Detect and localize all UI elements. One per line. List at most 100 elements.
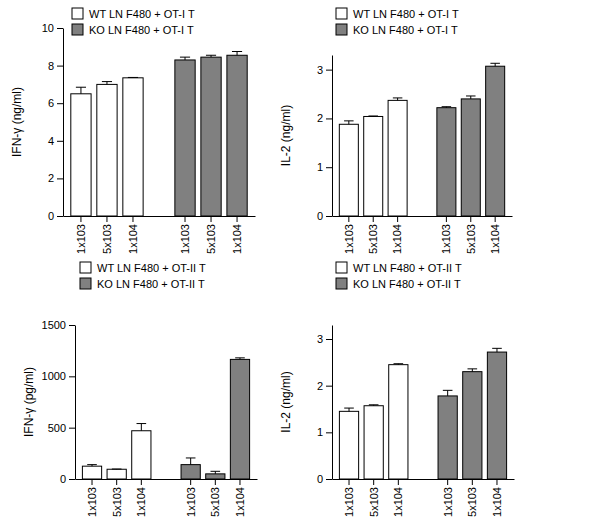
- legend-item: WT LN F480 + OT-I T: [72, 8, 195, 20]
- legend-swatch: [72, 24, 83, 35]
- axis-line: [332, 56, 333, 217]
- error-cap: [442, 106, 452, 107]
- y-axis-title: IL-2 (ng/ml): [279, 371, 293, 432]
- tick-mark: [57, 66, 63, 67]
- error-line: [496, 348, 497, 352]
- tick: 4: [48, 135, 63, 147]
- tick-mark: [69, 479, 75, 480]
- tick-label: 5x103: [368, 487, 380, 517]
- tick-mark: [326, 70, 332, 71]
- tick: 1x103: [343, 216, 355, 254]
- error-bar: [442, 106, 452, 108]
- error-cap: [490, 63, 500, 64]
- tick-mark: [239, 479, 240, 485]
- error-bar: [235, 358, 245, 360]
- tick-label: 2: [317, 380, 323, 392]
- tick-mark: [69, 428, 75, 429]
- error-bar: [112, 469, 122, 470]
- bar: [97, 84, 117, 216]
- tick-label: 5x103: [465, 224, 477, 254]
- error-bar: [490, 63, 500, 66]
- tick-label: 3: [317, 64, 323, 76]
- error-cap: [466, 95, 476, 96]
- tick: 5x103: [205, 216, 217, 254]
- error-cap: [211, 471, 221, 472]
- error-bar: [211, 471, 221, 474]
- error-bar: [393, 98, 403, 100]
- error-cap: [137, 423, 147, 424]
- error-cap: [112, 469, 122, 470]
- tick: 8: [48, 60, 63, 72]
- error-line: [348, 121, 349, 124]
- plot-area: [82, 358, 249, 479]
- bar: [230, 359, 249, 479]
- legend-swatch: [80, 278, 91, 289]
- tick: 5x103: [367, 216, 379, 254]
- tick: 1: [317, 426, 332, 438]
- tick-label: 1x103: [442, 487, 454, 517]
- error-line: [190, 458, 191, 465]
- tick-label: 1500: [42, 319, 66, 331]
- tick-mark: [57, 178, 63, 179]
- tick-label: 1x103: [343, 487, 355, 517]
- tick: 1x104: [234, 479, 246, 517]
- tick-label: 10: [42, 22, 54, 34]
- tick-label: 6: [48, 97, 54, 109]
- error-bar: [87, 465, 97, 467]
- tick-mark: [69, 376, 75, 377]
- tick-label: 1x104: [491, 487, 503, 517]
- legend-item: KO LN F480 + OT-I T: [336, 24, 458, 36]
- tick: 1x103: [442, 479, 454, 517]
- tick-mark: [326, 432, 332, 433]
- error-cap: [369, 404, 379, 405]
- legend-label: KO LN F480 + OT-II T: [97, 278, 205, 290]
- x-axis: 1x1035x1031x1041x1035x1031x104: [333, 479, 515, 517]
- tick: 3: [317, 64, 332, 76]
- tick: 1x104: [391, 216, 403, 254]
- tick-mark: [495, 216, 496, 222]
- error-bar: [186, 458, 196, 465]
- tick: 1000: [42, 370, 75, 382]
- error-bar: [137, 424, 147, 431]
- error-cap: [87, 464, 97, 465]
- bar: [339, 124, 358, 216]
- tick: 1x104: [231, 216, 243, 254]
- legend: WT LN F480 + OT-II TKO LN F480 + OT-II T: [336, 262, 462, 290]
- tick-mark: [132, 216, 133, 222]
- tick: 1x103: [440, 216, 452, 254]
- tick: 2: [317, 380, 332, 392]
- error-bar: [102, 82, 112, 85]
- error-bar: [76, 87, 86, 94]
- axis-line: [64, 216, 256, 217]
- axis-line: [333, 216, 513, 217]
- tick: 2: [48, 172, 63, 184]
- tick-label: 5x103: [209, 487, 221, 517]
- error-cap: [102, 81, 112, 82]
- tick-mark: [446, 216, 447, 222]
- legend: WT LN F480 + OT-I TKO LN F480 + OT-I T: [336, 8, 459, 36]
- tick: 5x103: [111, 479, 123, 517]
- error-bar: [232, 52, 242, 56]
- error-cap: [443, 390, 453, 391]
- tick-label: 2: [48, 172, 54, 184]
- tick: 1x104: [127, 216, 139, 254]
- bar: [438, 396, 457, 479]
- error-bar: [394, 363, 404, 365]
- legend-label: WT LN F480 + OT-II T: [353, 262, 462, 274]
- tick-mark: [57, 141, 63, 142]
- error-bar: [468, 369, 478, 372]
- legend-item: WT LN F480 + OT-II T: [336, 262, 462, 274]
- plot-area: [339, 63, 504, 216]
- legend-swatch: [336, 278, 347, 289]
- panel: 0500100015001x1035x1031x1041x1035x1031x1…: [22, 262, 258, 517]
- y-axis-title: IFN-γ (pg/ml): [22, 367, 36, 437]
- panel: 01231x1035x1031x1041x1035x1031x104IL-2 (…: [279, 8, 513, 254]
- error-line: [447, 390, 448, 396]
- tick: 0: [317, 473, 332, 485]
- bar: [206, 474, 225, 479]
- tick-label: 1000: [42, 370, 66, 382]
- legend-label: KO LN F480 + OT-I T: [353, 24, 458, 36]
- tick: 5x103: [466, 479, 478, 517]
- panel: 01231x1035x1031x1041x1035x1031x104IL-2 (…: [279, 262, 515, 517]
- tick-label: 2: [317, 112, 323, 124]
